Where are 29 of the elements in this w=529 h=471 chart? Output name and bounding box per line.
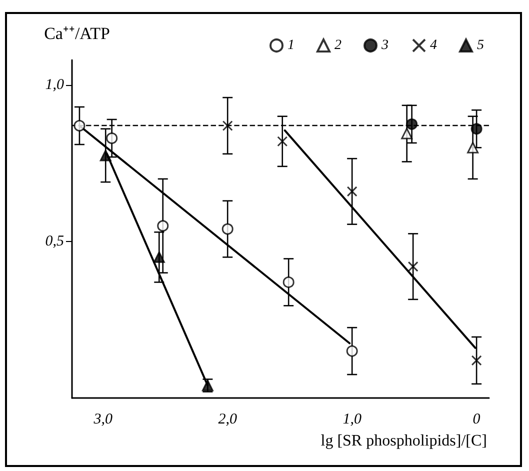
point bbox=[408, 261, 418, 272]
x-tick-label: 1,0 bbox=[342, 412, 362, 428]
point bbox=[470, 123, 482, 135]
x-tick-label: 0 bbox=[472, 412, 481, 428]
point bbox=[346, 345, 358, 357]
point bbox=[74, 120, 86, 132]
legend-label: 2 bbox=[334, 38, 342, 53]
point bbox=[157, 220, 169, 232]
point bbox=[467, 142, 479, 154]
point bbox=[282, 276, 294, 288]
point bbox=[222, 223, 234, 235]
point bbox=[401, 128, 413, 140]
x-tick-label: 2,0 bbox=[218, 412, 238, 428]
point bbox=[471, 355, 482, 366]
legend-label: 1 bbox=[288, 38, 294, 53]
point bbox=[346, 186, 358, 197]
point bbox=[153, 251, 165, 263]
y-tick-label: 0,5 bbox=[45, 234, 64, 250]
y-axis-title: Ca⁺⁺/ATP bbox=[44, 24, 110, 43]
x-tick-label: 3,0 bbox=[92, 412, 113, 428]
legend-label: 4 bbox=[430, 38, 437, 53]
point bbox=[106, 132, 118, 144]
legend-label: 3 bbox=[380, 38, 388, 53]
legend-label: 5 bbox=[477, 38, 484, 53]
point bbox=[406, 118, 418, 130]
point bbox=[222, 120, 233, 131]
point bbox=[277, 136, 288, 147]
x-axis-title: lg [SR phospholipids]/[C] bbox=[320, 432, 487, 450]
point bbox=[100, 150, 112, 162]
